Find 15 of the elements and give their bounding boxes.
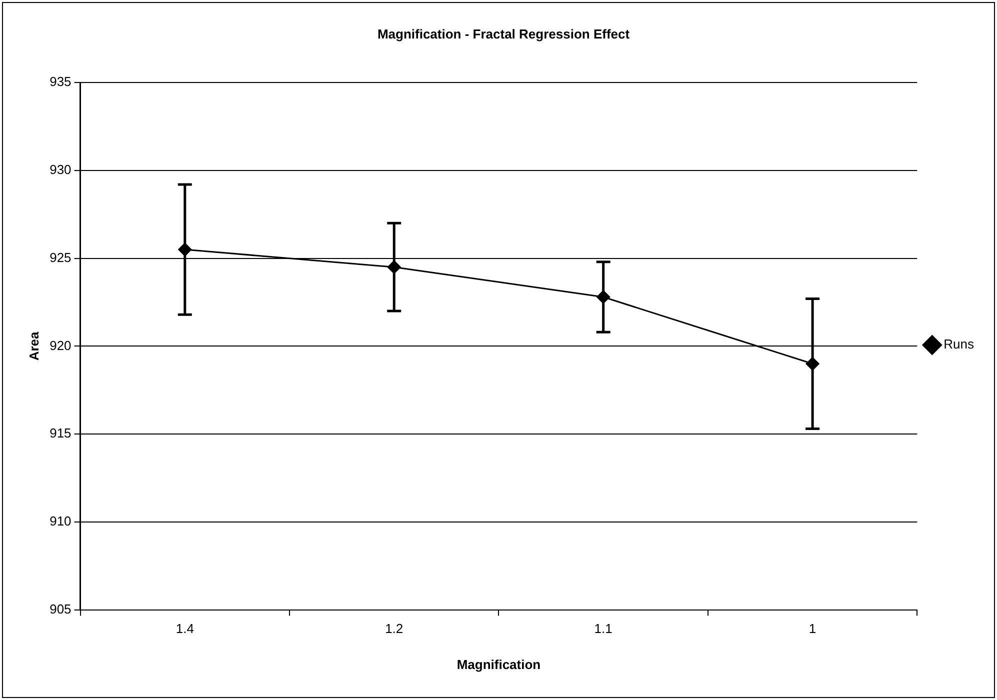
y-tick-label: 915 bbox=[50, 426, 72, 441]
y-tick-label: 935 bbox=[50, 74, 72, 90]
x-tick-label: 1.1 bbox=[594, 621, 612, 636]
y-tick-label: 930 bbox=[50, 162, 72, 178]
x-axis-title: Magnification bbox=[456, 656, 541, 672]
x-tick-label: 1 bbox=[808, 621, 816, 636]
x-tick-label: 1.4 bbox=[176, 621, 194, 636]
y-tick-label: 920 bbox=[50, 338, 72, 353]
chart-title: Magnification - Fractal Regression Effect bbox=[377, 26, 630, 42]
x-tick-label: 1.2 bbox=[385, 621, 404, 636]
y-tick-label: 910 bbox=[50, 514, 72, 529]
y-tick-label: 905 bbox=[50, 601, 72, 616]
legend-label: Runs bbox=[944, 336, 974, 352]
y-tick-label: 925 bbox=[50, 250, 72, 265]
y-axis-title: Area bbox=[26, 330, 42, 361]
